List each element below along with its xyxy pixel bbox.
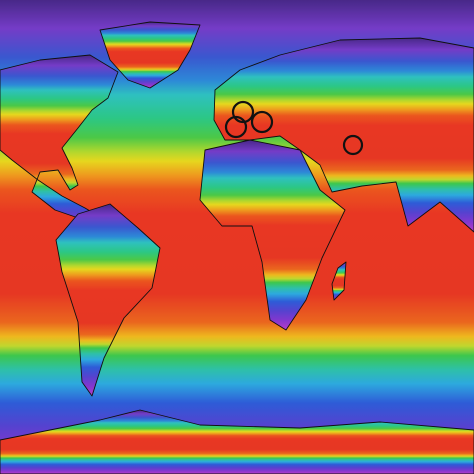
greenland (99, 21, 201, 89)
highlight-circle (250, 110, 274, 134)
highlight-circle (231, 100, 255, 124)
landmasses (0, 21, 474, 474)
south-america (55, 203, 161, 397)
highlight-circle (224, 115, 248, 139)
madagascar (331, 261, 347, 301)
north-america (0, 54, 119, 231)
africa (199, 139, 346, 331)
eurasia (213, 37, 474, 233)
highlight-circle (342, 134, 364, 156)
highlight-circles (224, 100, 364, 156)
antarctica (0, 409, 474, 474)
